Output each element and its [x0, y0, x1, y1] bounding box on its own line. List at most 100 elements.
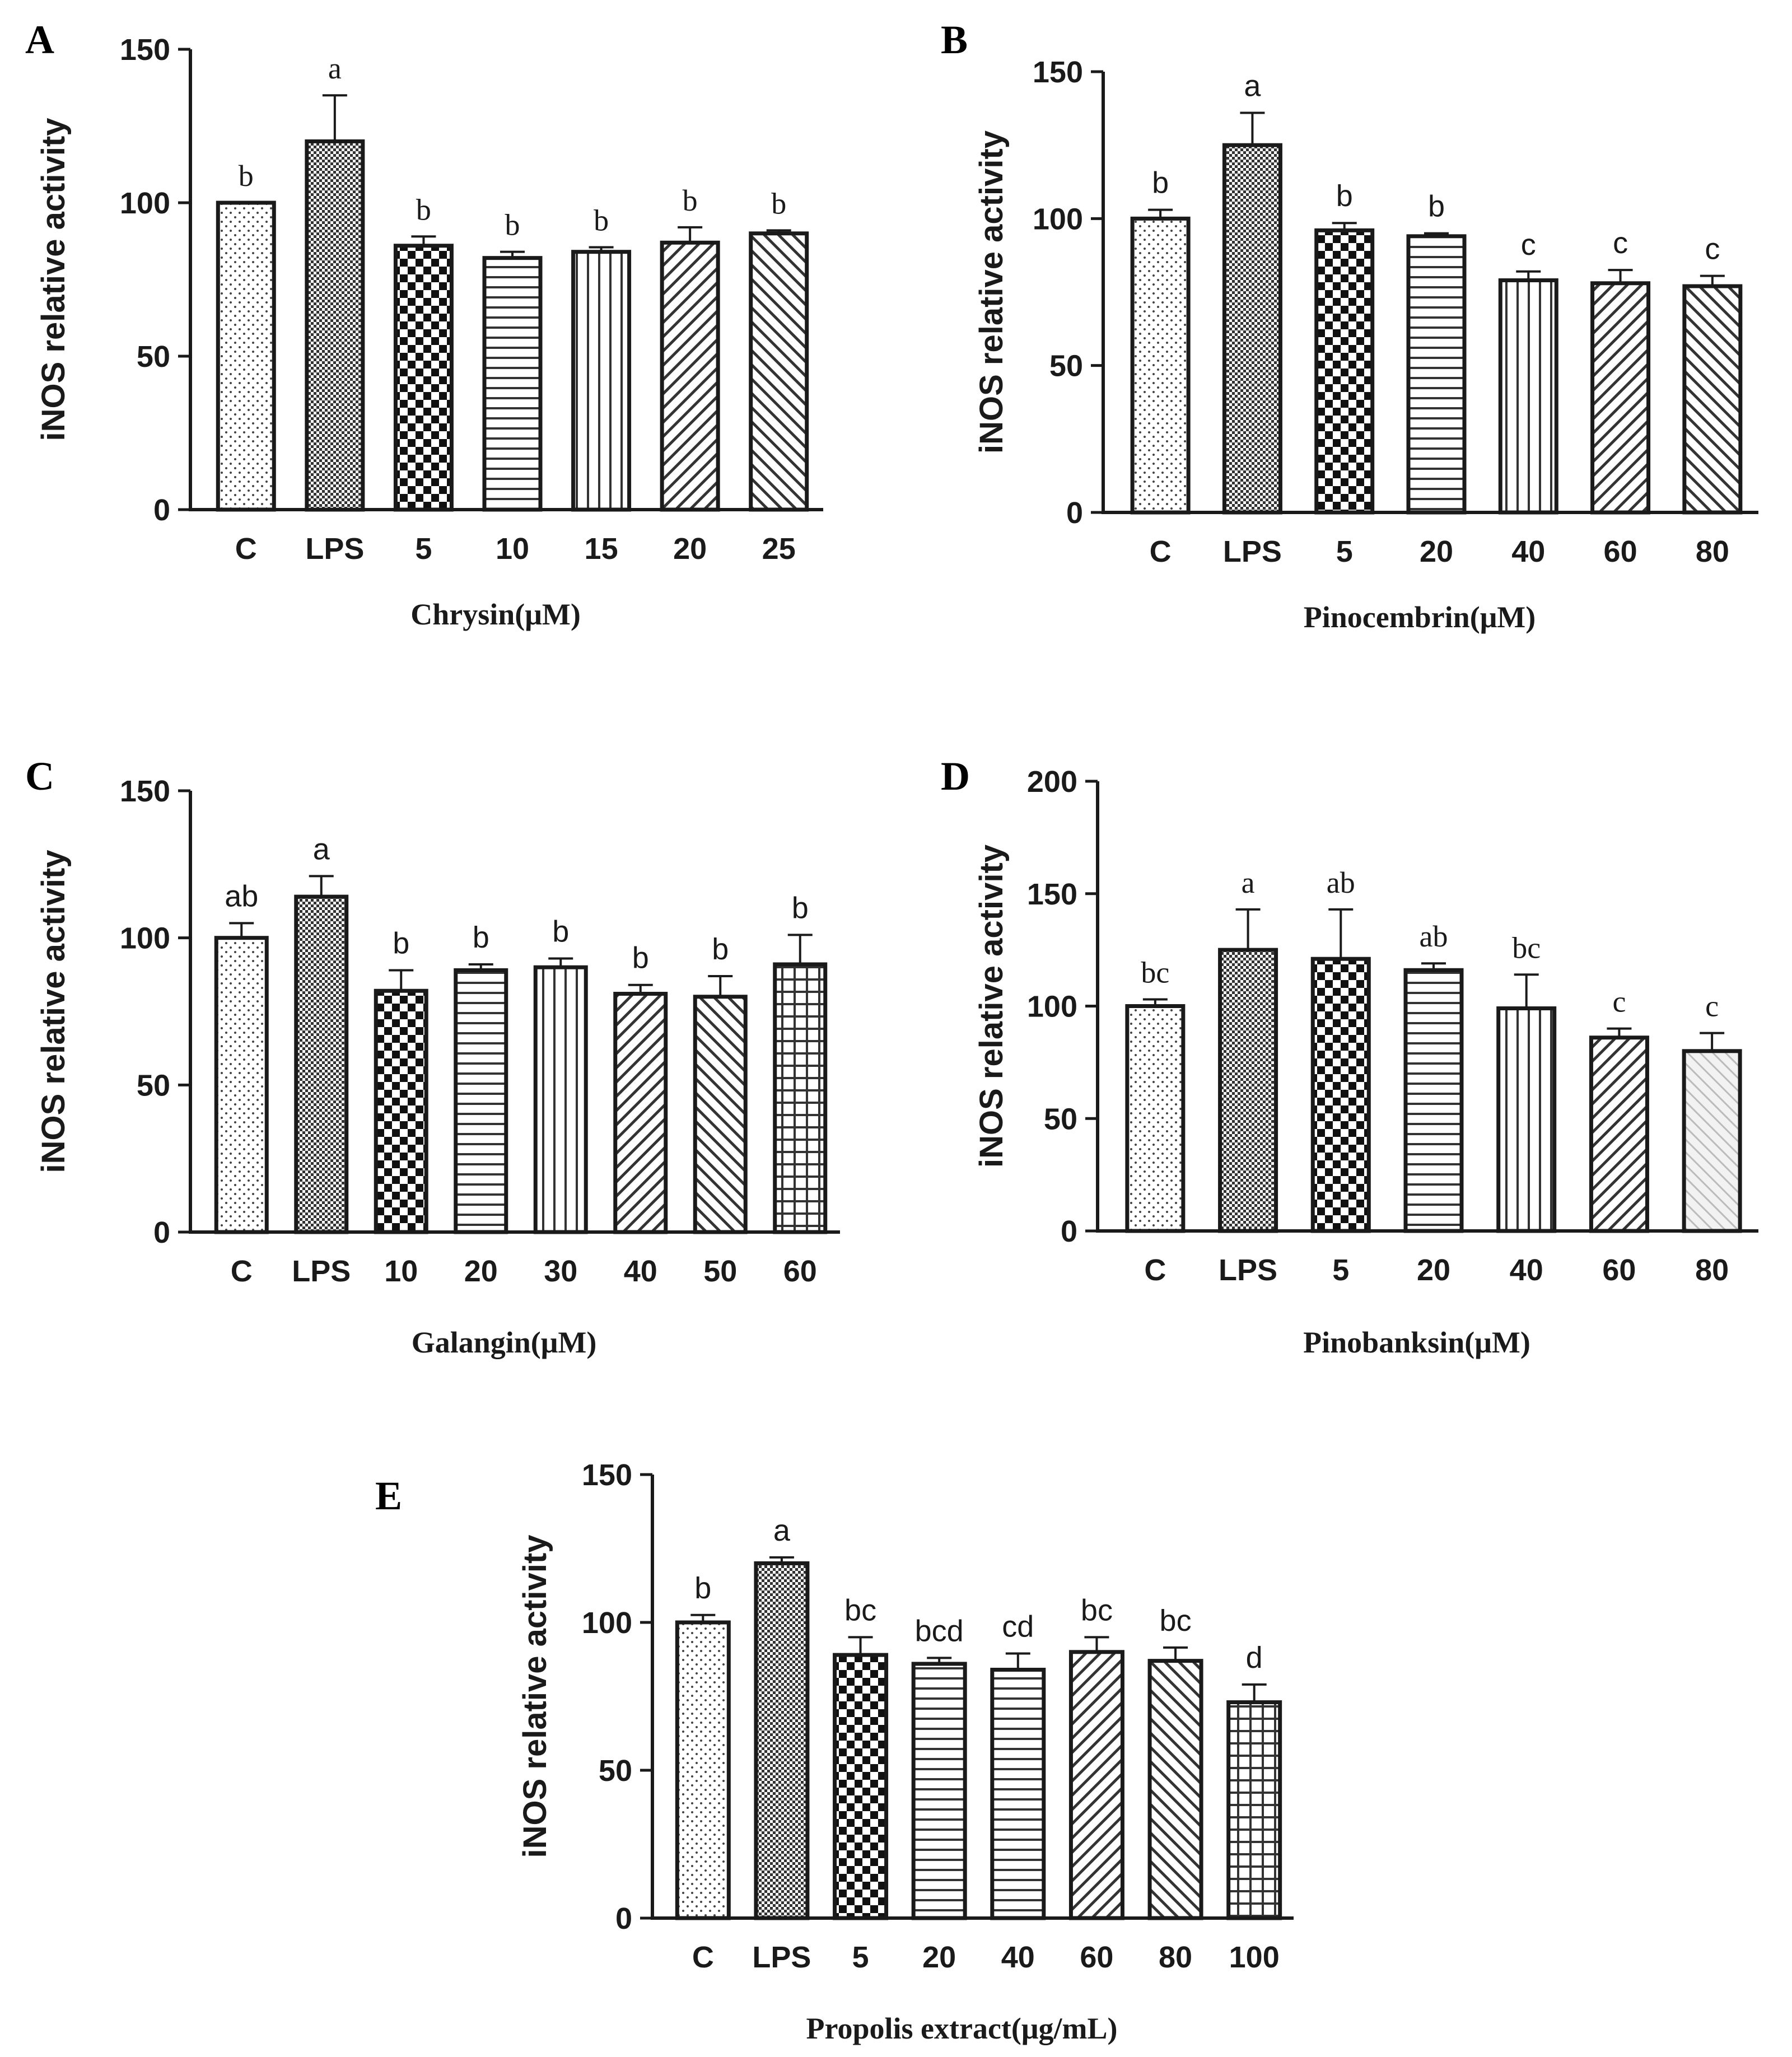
- bar-20: [1406, 234, 1467, 515]
- y-tick-label: 100: [120, 186, 170, 220]
- y-tick-label: 50: [599, 1754, 632, 1788]
- y-tick-label: 150: [1027, 878, 1077, 911]
- significance-label: ab: [1420, 920, 1448, 953]
- bar-100: [1226, 1700, 1282, 1920]
- significance-label: b: [473, 921, 489, 954]
- bar-5: [833, 1653, 889, 1920]
- x-tick-label: 30: [544, 1254, 577, 1288]
- x-tick-label: C: [692, 1941, 714, 1974]
- y-tick-label: 0: [153, 1216, 170, 1249]
- significance-label: bc: [1160, 1604, 1192, 1638]
- significance-label: c: [1705, 990, 1719, 1023]
- x-tick-label: 40: [624, 1254, 657, 1288]
- x-tick-label: 5: [1336, 535, 1353, 568]
- significance-label: b: [416, 193, 431, 226]
- x-tick-label: C: [1150, 535, 1172, 568]
- y-axis-label: iNOS relative activity: [973, 130, 1010, 454]
- bar-lps: [294, 894, 349, 1234]
- significance-label: c: [1613, 226, 1628, 260]
- y-tick-label: 100: [582, 1606, 632, 1640]
- panel-a: A 0 50 100 150 iNOS relative activity Chrysin(…: [25, 17, 823, 631]
- panel-label: B: [941, 17, 968, 62]
- significance-label: a: [328, 52, 342, 85]
- y-axis-label: iNOS relative activity: [35, 118, 72, 441]
- y-tick-label: 150: [582, 1458, 632, 1492]
- x-tick-label: 40: [1511, 535, 1545, 568]
- bar-25: [749, 231, 809, 512]
- x-tick-label: 5: [415, 532, 432, 566]
- panel-c: C 0 50 100 150 iNOS relative activity Galangin…: [25, 754, 840, 1359]
- significance-label: bc: [1512, 931, 1541, 964]
- bar-40: [1496, 1006, 1557, 1233]
- significance-label: b: [683, 184, 698, 217]
- x-tick-label: 15: [585, 532, 618, 566]
- y-axis-label: iNOS relative activity: [517, 1534, 553, 1858]
- x-tick-label: 20: [464, 1254, 498, 1288]
- significance-label: cd: [1002, 1610, 1034, 1643]
- significance-label: b: [505, 208, 520, 242]
- bar-40: [613, 991, 668, 1234]
- significance-label: bc: [844, 1593, 876, 1627]
- y-tick-label: 0: [153, 493, 170, 527]
- y-tick-label: 0: [1066, 496, 1083, 530]
- significance-label: b: [552, 915, 569, 948]
- significance-label: b: [771, 186, 786, 220]
- bar-80: [1147, 1659, 1203, 1920]
- panel-label: A: [25, 17, 54, 62]
- x-tick-label: 60: [1602, 1253, 1636, 1287]
- x-tick-label: C: [1144, 1253, 1166, 1287]
- bar-20: [1403, 968, 1464, 1233]
- significance-label: a: [773, 1514, 791, 1547]
- bar-20: [454, 968, 508, 1234]
- y-axis-label: iNOS relative activity: [973, 845, 1010, 1168]
- panel-label: D: [941, 754, 970, 799]
- x-tick-label: 100: [1229, 1941, 1280, 1974]
- x-axis-label: Galangin(μM): [412, 1326, 597, 1359]
- y-tick-label: 50: [137, 1069, 170, 1102]
- x-tick-label: LPS: [305, 532, 364, 566]
- bar-20: [911, 1662, 967, 1920]
- x-axis-label: Chrysin(μM): [410, 598, 581, 631]
- bar-60: [1589, 1036, 1649, 1233]
- x-tick-label: 20: [1417, 1253, 1450, 1287]
- significance-label: a: [1242, 866, 1255, 899]
- x-tick-label: 25: [762, 532, 796, 566]
- y-tick-label: 100: [120, 922, 170, 955]
- bar-c: [1130, 216, 1191, 515]
- significance-label: b: [239, 159, 254, 193]
- panel-d: D 0 50 100 150 200 iNOS relative activity Pinob…: [941, 754, 1758, 1359]
- x-tick-label: 40: [1510, 1253, 1543, 1287]
- significance-label: b: [393, 926, 409, 960]
- y-tick-label: 150: [1033, 55, 1083, 89]
- significance-label: b: [694, 1571, 711, 1605]
- significance-label: d: [1246, 1641, 1263, 1674]
- x-tick-label: 20: [673, 532, 707, 566]
- y-tick-label: 0: [1061, 1215, 1077, 1248]
- bar-15: [571, 250, 632, 512]
- significance-label: b: [792, 891, 809, 925]
- x-tick-label: C: [235, 532, 257, 566]
- significance-label: c: [1705, 232, 1720, 266]
- y-tick-label: 0: [615, 1902, 632, 1935]
- bar-c: [675, 1620, 731, 1920]
- panel-b: B 0 50 100 150 iNOS relative activity Pinocemb…: [941, 17, 1758, 634]
- y-tick-label: 150: [120, 775, 170, 808]
- y-tick-label: 50: [137, 340, 170, 374]
- bar-10: [374, 988, 428, 1234]
- x-tick-label: LPS: [1219, 1253, 1277, 1287]
- panel-e: E 0 50 100 150 iNOS relative activity Propolis…: [375, 1458, 1294, 2045]
- significance-label: bc: [1081, 1593, 1113, 1627]
- significance-label: b: [1428, 190, 1445, 223]
- x-tick-label: LPS: [1223, 535, 1282, 568]
- x-tick-label: 40: [1001, 1941, 1035, 1974]
- significance-label: bc: [1141, 955, 1169, 989]
- y-tick-label: 50: [1044, 1102, 1077, 1136]
- bar-c: [1125, 1004, 1186, 1233]
- significance-label: b: [594, 203, 609, 237]
- bar-30: [533, 965, 588, 1234]
- bar-40: [990, 1667, 1046, 1920]
- significance-label: b: [1152, 166, 1169, 200]
- significance-label: a: [1244, 69, 1261, 102]
